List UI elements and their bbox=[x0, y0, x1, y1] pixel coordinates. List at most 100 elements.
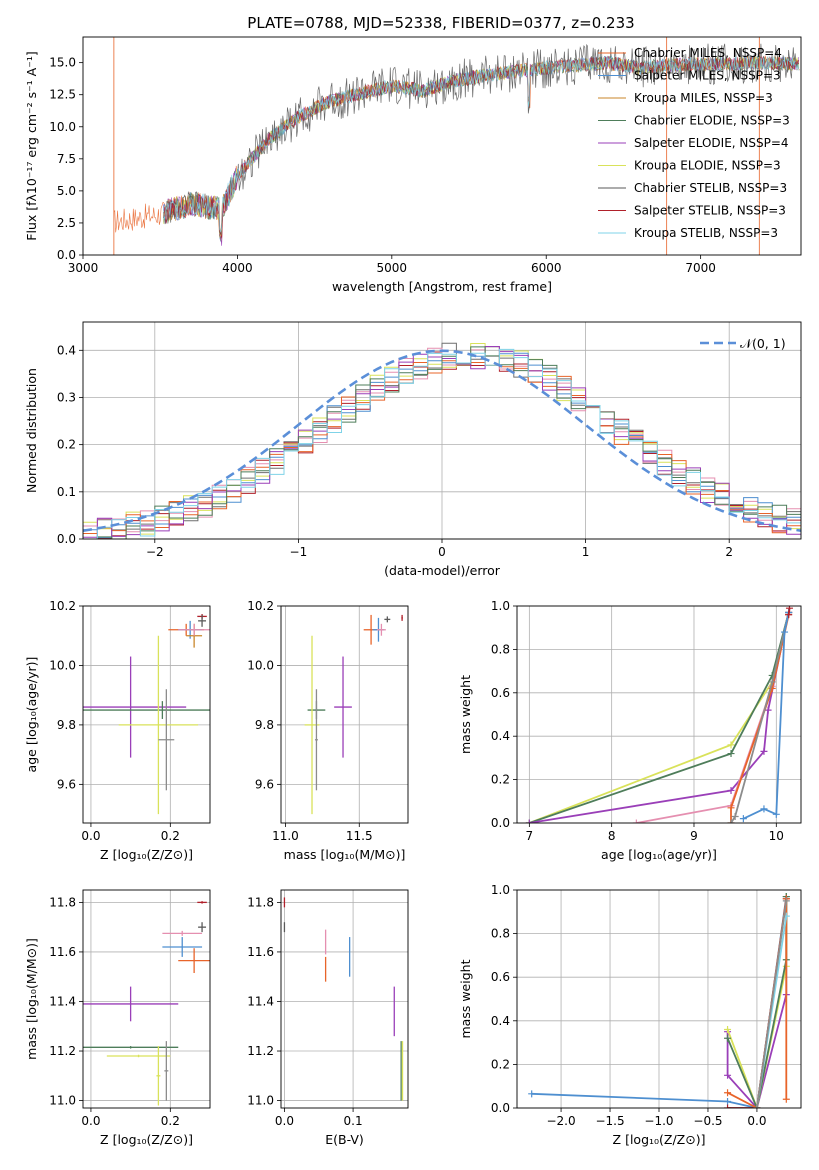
y-tick-label: 10.2 bbox=[49, 599, 76, 613]
y-tick-label: 0.2 bbox=[491, 1057, 510, 1071]
y-tick-label: 0.3 bbox=[57, 390, 76, 404]
mass-weight-marker bbox=[731, 812, 739, 820]
mass-weight-marker bbox=[781, 628, 789, 636]
y-tick-label: 10.0 bbox=[49, 658, 76, 672]
mass-weight-marker bbox=[724, 1104, 732, 1108]
y-tick-label: 0.1 bbox=[57, 485, 76, 499]
y-tick-label: 2.5 bbox=[57, 216, 76, 230]
mass-weight-marker bbox=[724, 1097, 732, 1105]
y-tick-label: 0.2 bbox=[57, 438, 76, 452]
y-tick-label: 11.6 bbox=[247, 945, 274, 959]
mass-weight-line bbox=[756, 900, 788, 1108]
mass-weight-line bbox=[529, 612, 790, 823]
legend-label: 𝒩(0, 1) bbox=[740, 336, 786, 351]
x-axis-label: age [log₁₀(age/yr)] bbox=[601, 847, 717, 862]
x-axis-label: Z [log₁₀(Z/Z⊙)] bbox=[100, 1132, 193, 1147]
x-tick-label: −2 bbox=[146, 545, 164, 559]
x-tick-label: 0.1 bbox=[344, 1114, 363, 1128]
y-tick-label: 9.6 bbox=[255, 777, 274, 791]
y-axis-label: mass [log₁₀(M/M⊙)] bbox=[24, 938, 39, 1060]
spectrum-lines bbox=[113, 37, 800, 255]
legend-label: Kroupa STELIB, NSSP=3 bbox=[634, 226, 778, 240]
legend-label: Chabrier MILES, NSSP=4 bbox=[634, 46, 782, 60]
mass-weight-marker bbox=[782, 1095, 790, 1103]
weight_vs_z-lines bbox=[528, 893, 790, 1108]
x-axis-label: Z [log₁₀(Z/Z⊙)] bbox=[613, 1132, 706, 1147]
y-tick-label: 7.5 bbox=[57, 152, 76, 166]
y-axis-label: Normed distribution bbox=[24, 368, 39, 493]
residual-histograms bbox=[83, 342, 801, 539]
y-tick-label: 11.0 bbox=[247, 1094, 274, 1108]
y-axis-label: mass weight bbox=[458, 675, 473, 754]
mass-weight-marker bbox=[727, 804, 735, 812]
age_vs_z-points bbox=[83, 614, 210, 815]
y-tick-label: 0.4 bbox=[491, 729, 510, 743]
x-tick-label: 9 bbox=[690, 829, 698, 843]
x-tick-label: 10 bbox=[769, 829, 784, 843]
axes-frame bbox=[82, 321, 802, 540]
mass-weight-marker bbox=[760, 747, 768, 755]
y-tick-label: 10.0 bbox=[49, 120, 76, 134]
legend-label: Salpeter MILES, NSSP=3 bbox=[634, 69, 781, 83]
x-axis-label: wavelength [Angstrom, rest frame] bbox=[332, 279, 552, 294]
y-tick-label: 0.4 bbox=[491, 1014, 510, 1028]
axes-frame bbox=[82, 605, 211, 824]
y-tick-label: 11.2 bbox=[49, 1044, 76, 1058]
x-tick-label: 0.2 bbox=[161, 829, 180, 843]
mass-weight-marker bbox=[724, 1026, 732, 1034]
axes-frame bbox=[280, 889, 409, 1109]
y-tick-label: 10.2 bbox=[247, 599, 274, 613]
y-tick-label: 10.0 bbox=[247, 658, 274, 672]
x-tick-label: 0.2 bbox=[161, 1114, 180, 1128]
y-tick-label: 11.0 bbox=[49, 1094, 76, 1108]
y-tick-label: 0.6 bbox=[491, 686, 510, 700]
y-axis-label: Flux [fλ10⁻¹⁷ erg cm⁻² s⁻¹ A⁻¹] bbox=[24, 51, 39, 240]
normal-reference-curve bbox=[83, 349, 801, 532]
x-tick-label: 5000 bbox=[377, 261, 408, 275]
mass-weight-marker bbox=[782, 897, 790, 905]
x-tick-label: 8 bbox=[608, 829, 616, 843]
mass-weight-line bbox=[730, 612, 790, 823]
y-tick-label: 9.8 bbox=[255, 718, 274, 732]
mass-weight-marker bbox=[528, 1090, 536, 1098]
mass-weight-marker bbox=[724, 1071, 732, 1079]
panel-spectrum: 3000 4000 5000 6000 7000 0.0 2.5 5.0 7.5 10.0 12.5… bbox=[24, 36, 802, 294]
x-tick-label: 6000 bbox=[531, 261, 562, 275]
mass-weight-marker bbox=[724, 1089, 732, 1097]
axes-frame bbox=[82, 36, 802, 256]
y-tick-label: 1.0 bbox=[491, 883, 510, 897]
y-tick-label: 11.4 bbox=[247, 994, 274, 1008]
legend-label: Chabrier ELODIE, NSSP=3 bbox=[634, 114, 790, 128]
x-tick-label: 0.0 bbox=[275, 1114, 294, 1128]
axes-frame bbox=[516, 605, 802, 824]
mass-weight-marker bbox=[727, 741, 735, 749]
mass-weight-marker bbox=[724, 1034, 732, 1042]
panel-mass_vs_ebv: 0.0 0.1 11.0 11.2 11.4 11.6 11.8 E(B-V) bbox=[247, 889, 409, 1147]
mass-weight-marker bbox=[632, 819, 640, 823]
y-tick-label: 11.8 bbox=[247, 895, 274, 909]
x-axis-label: mass [log₁₀(M/M⊙)] bbox=[284, 847, 406, 862]
mass-weight-marker bbox=[739, 815, 747, 823]
y-tick-label: 0.0 bbox=[57, 248, 76, 262]
mass-weight-marker bbox=[772, 810, 780, 818]
x-tick-label: 0.0 bbox=[81, 1114, 100, 1128]
y-tick-label: 9.6 bbox=[57, 777, 76, 791]
x-tick-label: −2.0 bbox=[546, 1114, 575, 1128]
legend-label: Salpeter ELODIE, NSSP=4 bbox=[634, 136, 789, 150]
x-tick-label: −0.5 bbox=[693, 1114, 722, 1128]
legend-label: Kroupa ELODIE, NSSP=3 bbox=[634, 159, 781, 173]
x-tick-label: −1.0 bbox=[644, 1114, 673, 1128]
panel-weight_vs_z: −2.0 −1.5 −1.0 −0.5 0.0 0.0 0.2 0.4 0.6 0.8 1.0 Z [… bbox=[458, 883, 802, 1147]
mass-weight-marker bbox=[785, 611, 793, 619]
mass-weight-marker bbox=[727, 819, 735, 823]
mass-weight-marker bbox=[760, 805, 768, 813]
mass-weight-marker bbox=[785, 606, 793, 612]
y-tick-label: 11.2 bbox=[247, 1044, 274, 1058]
mass-weight-marker bbox=[525, 819, 533, 823]
mass_vs_z-points bbox=[83, 901, 210, 1106]
axes-frame bbox=[82, 889, 211, 1109]
panel-age_vs_mass: 11.0 11.5 9.6 9.8 10.0 10.2 mass [log₁₀(M/M⊙)] bbox=[247, 599, 409, 862]
y-tick-label: 0.2 bbox=[491, 773, 510, 787]
panel-residuals: −2 −1 0 1 2 0.0 0.1 0.2 0.3 0.4 (data-model)/error… bbox=[24, 321, 802, 578]
mass-weight-marker bbox=[768, 678, 776, 686]
